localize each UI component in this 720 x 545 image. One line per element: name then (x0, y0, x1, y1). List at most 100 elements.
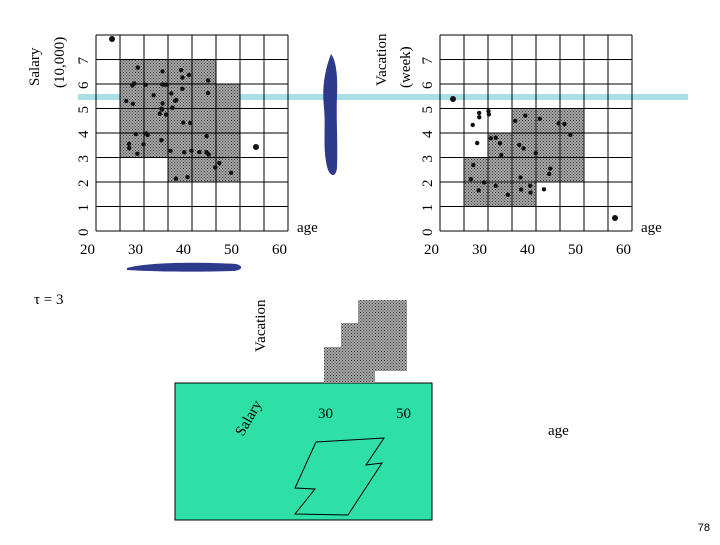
data-point (470, 122, 475, 128)
data-point (180, 86, 185, 92)
x-tick-label: 20 (424, 242, 439, 258)
data-point (160, 101, 165, 106)
data-point (135, 65, 141, 70)
outlier-point (253, 144, 259, 150)
salary-density-blob (323, 54, 338, 176)
data-point (517, 142, 522, 148)
data-point (488, 136, 494, 141)
y-tick-label: 0 (420, 229, 436, 237)
x-tick-label: 50 (568, 242, 583, 258)
y-tick-labels: 0 1 2 3 4 5 6 7 (420, 57, 436, 237)
data-point (568, 132, 573, 138)
dense-cell (488, 157, 512, 182)
data-point (486, 108, 491, 114)
dense-cell (192, 84, 216, 109)
dense-cell (216, 84, 240, 109)
data-point (527, 183, 533, 188)
data-point (133, 131, 139, 137)
data-point (204, 133, 209, 139)
x-tick-label: 50 (396, 406, 411, 422)
data-point (189, 148, 194, 153)
data-point (512, 118, 518, 124)
data-point (143, 82, 148, 87)
data-point (151, 93, 156, 98)
data-point (159, 137, 164, 143)
y-tick-labels: 0 1 2 3 4 5 6 7 (76, 57, 92, 237)
x-tick-label: 50 (224, 242, 239, 258)
dense-cell (512, 133, 536, 158)
data-point (217, 160, 222, 166)
data-point (169, 91, 174, 96)
data-point (499, 152, 504, 158)
data-point (228, 170, 234, 176)
dense-cell (512, 157, 536, 182)
dense-cell (560, 157, 584, 182)
highlight-band (78, 94, 688, 100)
dense-cell (144, 108, 168, 133)
data-point (521, 146, 526, 151)
data-point (124, 98, 129, 104)
dense-cell (464, 182, 488, 207)
data-point (533, 151, 538, 156)
plot-grid (439, 34, 633, 232)
dense-cell (192, 157, 216, 182)
dense-cell (512, 182, 536, 207)
data-point (197, 149, 202, 155)
y-axis-label-line2: (10,000) (52, 37, 68, 88)
data-point (528, 190, 533, 195)
dense-region-projection (293, 437, 385, 516)
x-tick-label: 40 (176, 242, 191, 258)
vacation-age-plot: 0 1 2 3 4 5 6 7 20 30 40 50 60 Vacation (week) age (374, 33, 662, 258)
data-point (168, 148, 173, 154)
data-point (144, 131, 149, 136)
dense-cell (144, 84, 168, 109)
data-point (159, 106, 164, 111)
dense-unit-staircase (324, 300, 407, 383)
data-point (476, 110, 482, 116)
data-point (518, 175, 523, 180)
data-point (181, 120, 186, 125)
page-number: 78 (697, 522, 710, 534)
data-point (486, 112, 492, 117)
data-point (205, 90, 211, 96)
y-tick-label: 3 (76, 155, 92, 163)
data-point (206, 152, 211, 157)
data-point (162, 82, 167, 87)
data-point (188, 120, 193, 126)
dense-cell (168, 84, 192, 109)
salary-plane (174, 382, 433, 521)
data-point (173, 176, 179, 181)
dense-cell (120, 108, 144, 133)
data-point (126, 146, 132, 151)
data-point (205, 78, 211, 83)
data-point (474, 140, 480, 146)
dense-cell (192, 59, 216, 84)
dense-cell (560, 108, 584, 133)
dense-cell (216, 133, 240, 158)
data-point (157, 111, 162, 116)
data-point (523, 113, 528, 118)
age-density-blob (127, 262, 242, 272)
dense-cell (536, 157, 560, 182)
data-point (562, 121, 567, 127)
data-point (548, 166, 553, 171)
data-points (450, 96, 618, 221)
x-tick-label: 40 (520, 242, 535, 258)
data-point (477, 114, 482, 120)
y-tick-label: 4 (76, 130, 92, 138)
x-tick-labels-3d: 30 50 (318, 406, 411, 422)
data-point (505, 192, 511, 197)
vacation-axis-label: Vacation (253, 299, 269, 352)
data-point (213, 165, 218, 170)
dense-cell (192, 133, 216, 158)
data-point (471, 162, 476, 168)
outlier-point (612, 215, 618, 221)
data-point (180, 75, 185, 80)
data-point (541, 187, 547, 192)
x-tick-label: 30 (128, 242, 143, 258)
y-tick-label: 5 (76, 106, 92, 114)
data-point (493, 183, 498, 188)
age-axis-label: age (548, 423, 569, 439)
